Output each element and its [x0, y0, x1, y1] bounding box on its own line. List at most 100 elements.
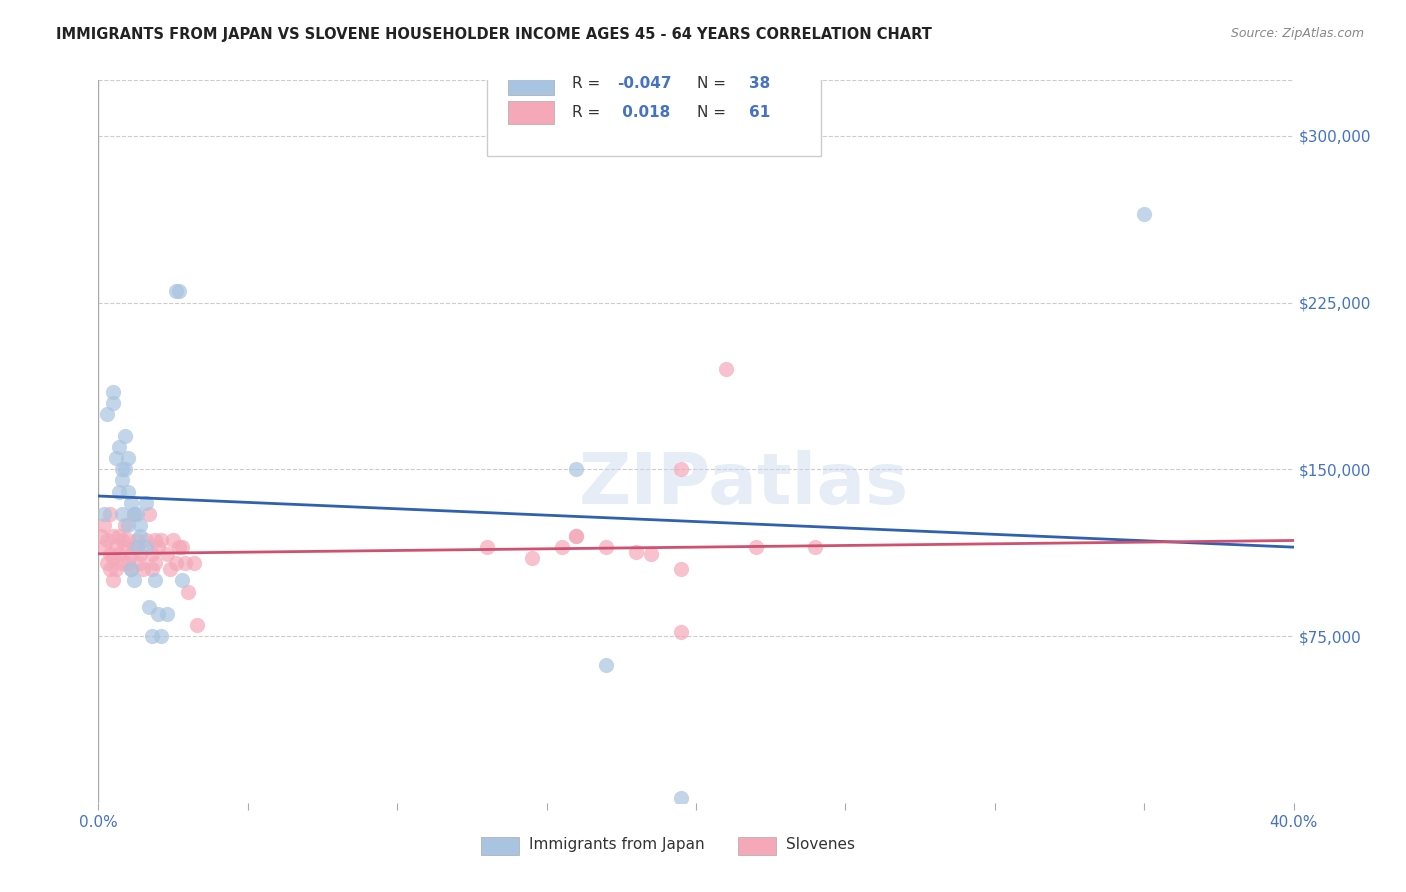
Point [550, 540, 572, 554]
Point [111, 507, 134, 521]
Text: Source: ZipAtlas.com: Source: ZipAtlas.com [1230, 27, 1364, 40]
Text: N =: N = [697, 76, 731, 91]
Point [745, 540, 768, 554]
Point [96, 556, 118, 570]
Point [114, 540, 136, 554]
Point [148, 607, 170, 621]
Point [103, 551, 125, 566]
Point [120, 547, 142, 561]
FancyBboxPatch shape [509, 71, 554, 95]
Point [127, 507, 149, 521]
Point [183, 556, 205, 570]
Text: N =: N = [697, 104, 731, 120]
FancyBboxPatch shape [738, 837, 776, 855]
Point [595, 657, 617, 672]
Text: 61: 61 [748, 104, 770, 120]
Text: Slovenes: Slovenes [786, 838, 855, 852]
Point [165, 285, 187, 299]
Point [156, 607, 179, 621]
Point [172, 540, 194, 554]
Point [669, 562, 692, 576]
Point [117, 556, 139, 570]
Point [90, 529, 112, 543]
Point [141, 547, 163, 561]
Point [174, 556, 197, 570]
Point [150, 629, 173, 643]
Point [127, 540, 149, 554]
Point [186, 618, 208, 632]
Point [626, 544, 648, 558]
Point [111, 533, 134, 548]
Point [132, 562, 155, 576]
Point [105, 562, 128, 576]
Point [103, 574, 125, 588]
Point [143, 556, 166, 570]
Text: Immigrants from Japan: Immigrants from Japan [529, 838, 704, 852]
Point [103, 395, 125, 409]
Text: -0.047: -0.047 [617, 76, 672, 91]
Point [108, 529, 131, 543]
Point [135, 533, 157, 548]
Point [135, 496, 157, 510]
Point [108, 484, 131, 499]
Point [93, 517, 115, 532]
Point [565, 529, 588, 543]
Point [117, 451, 139, 466]
Point [98, 562, 122, 576]
Point [148, 540, 170, 554]
Point [108, 547, 131, 561]
Point [129, 517, 152, 532]
Point [127, 533, 149, 548]
Point [159, 562, 181, 576]
Point [172, 574, 194, 588]
Point [138, 507, 160, 521]
Point [669, 791, 692, 805]
Point [177, 584, 200, 599]
Point [565, 529, 588, 543]
Point [141, 562, 163, 576]
Point [117, 533, 139, 548]
Point [595, 540, 617, 554]
Point [129, 529, 152, 543]
Point [520, 551, 543, 566]
Point [114, 429, 136, 443]
Point [93, 540, 115, 554]
Text: ZIPatlas: ZIPatlas [579, 450, 908, 519]
Point [120, 496, 142, 510]
Point [124, 540, 146, 554]
Point [804, 540, 827, 554]
Point [165, 556, 187, 570]
Point [111, 462, 134, 476]
Point [114, 517, 136, 532]
FancyBboxPatch shape [509, 101, 554, 124]
Text: 0.018: 0.018 [617, 104, 671, 120]
Point [129, 556, 152, 570]
Point [117, 517, 139, 532]
Point [103, 529, 125, 543]
Point [124, 574, 146, 588]
Point [714, 362, 737, 376]
Point [120, 562, 142, 576]
Text: R =: R = [572, 76, 605, 91]
FancyBboxPatch shape [486, 62, 821, 156]
Point [111, 556, 134, 570]
Point [96, 407, 118, 421]
FancyBboxPatch shape [481, 837, 519, 855]
Point [640, 547, 662, 561]
Point [135, 540, 157, 554]
Point [669, 462, 692, 476]
Point [117, 484, 139, 499]
Point [1133, 207, 1156, 221]
Point [669, 624, 692, 639]
Point [143, 574, 166, 588]
Point [141, 629, 163, 643]
Text: R =: R = [572, 104, 605, 120]
Point [120, 562, 142, 576]
Point [167, 540, 190, 554]
Point [108, 440, 131, 454]
Point [143, 533, 166, 548]
Point [98, 507, 122, 521]
Point [150, 533, 173, 548]
Text: 38: 38 [748, 76, 770, 91]
Point [103, 384, 125, 399]
